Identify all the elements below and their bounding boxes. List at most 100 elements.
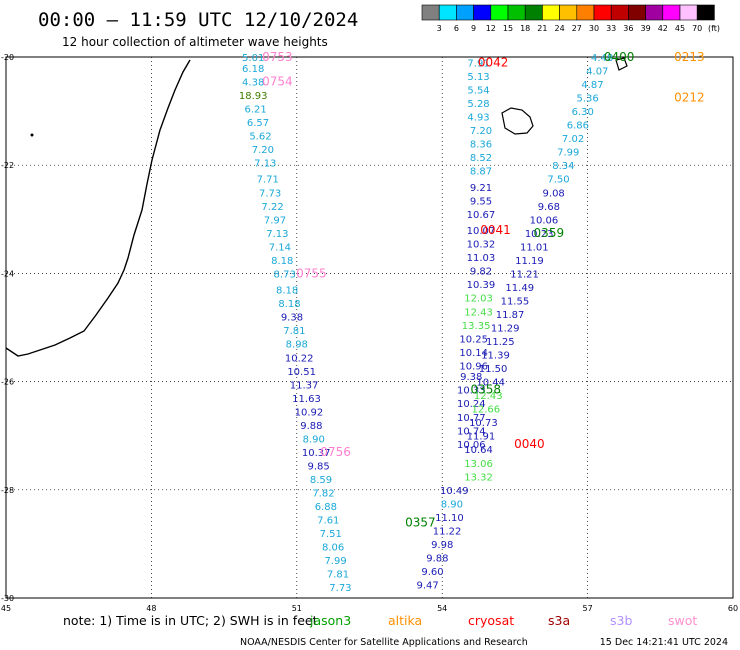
chart-title: 00:00 — 11:59 UTC 12/10/2024: [38, 9, 358, 31]
wave-height-value: 11.50: [479, 364, 508, 375]
wave-height-value: 6.86: [567, 121, 589, 132]
wave-height-value: 9.98: [431, 540, 453, 551]
x-tick-label: 60: [728, 604, 738, 613]
wave-height-value: 10.06: [530, 215, 559, 226]
pass-time-label: 0358: [471, 383, 502, 397]
pass-time-label: 0212: [674, 91, 705, 105]
wave-height-value: 6.30: [572, 107, 594, 118]
wave-height-value: 9.47: [417, 580, 439, 591]
plot-frame: [5, 56, 734, 599]
grid-lines: [6, 57, 733, 598]
wave-height-value: 10.32: [467, 240, 496, 251]
x-tick-label: 48: [146, 604, 156, 613]
wave-height-value: 6.18: [242, 64, 264, 75]
wave-height-value: 5.01: [242, 53, 264, 64]
legend-swatch: [645, 4, 664, 21]
wave-height-value: 9.88: [300, 421, 322, 432]
axis-tick-labels: 45 48 51 54 57 60 -20 -22 -24 -26 -28 -30: [1, 53, 738, 613]
wave-height-value: 10.64: [464, 445, 493, 456]
wave-height-value: 10.22: [285, 353, 314, 364]
chart-subtitle: 12 hour collection of altimeter wave hei…: [62, 35, 328, 49]
legend-swatch: [524, 4, 543, 21]
pass-time-label: 0359: [534, 226, 565, 240]
wave-height-value: 9.82: [470, 267, 492, 278]
wave-height-value: 9.38: [460, 372, 482, 383]
wave-height-value: 10.77: [457, 413, 486, 424]
wave-height-value: 7.20: [470, 126, 492, 137]
wave-height-value: 7.81: [327, 570, 349, 581]
wave-height-value: 5.13: [467, 72, 489, 83]
x-tick-label: 57: [583, 604, 593, 613]
legend-bin-label: 42: [658, 24, 668, 33]
wave-height-value: 7.13: [266, 229, 288, 240]
wave-height-value: 10.73: [469, 418, 498, 429]
wave-height-value: 7.82: [312, 489, 334, 500]
wave-height-value: 9.08: [543, 188, 565, 199]
legend-swatch: [593, 4, 612, 21]
pass-time-labels: 0753 0754 0755 0756 0042 0041 0040 0359 0400 0358…: [262, 50, 705, 529]
y-tick-label: -28: [1, 486, 14, 495]
wave-height-value: 11.87: [496, 310, 525, 321]
satellite-legend: jason3 altika cryosat s3a s3b swot: [309, 613, 697, 628]
legend-swatch: [696, 4, 715, 21]
pass-time-label: 0755: [296, 266, 327, 280]
wave-height-values: 5.016.18 4.38 18.93 6.21 6.57 5.62 7.20 7.13 7.7…: [239, 53, 613, 594]
wave-height-value: 7.13: [254, 158, 276, 169]
pass-time-label: 0040: [514, 437, 545, 451]
wave-height-value: 10.14: [459, 348, 488, 359]
wave-height-value: 11.25: [486, 337, 515, 348]
wave-height-value: 9.88: [426, 553, 448, 564]
wave-height-value: 11.19: [515, 256, 544, 267]
wave-height-value: 7.22: [261, 202, 283, 213]
wave-height-value: 10.51: [287, 367, 316, 378]
wave-height-value: 7.14: [269, 242, 291, 253]
footer-credit: NOAA/NESDIS Center for Satellite Applica…: [240, 637, 528, 648]
x-tick-label: 54: [437, 604, 447, 613]
wave-height-value: 8.06: [322, 543, 344, 554]
wave-height-value: 7.81: [283, 326, 305, 337]
wave-height-value: 6.21: [244, 104, 266, 115]
y-tick-label: -24: [1, 269, 14, 278]
legend-swatch: [473, 4, 492, 21]
y-tick-label: -22: [1, 161, 14, 170]
wave-height-value: 7.02: [562, 134, 584, 145]
wave-height-value: 8.18: [271, 256, 293, 267]
y-tick-label: -30: [1, 594, 14, 603]
wave-height-value: 7.61: [317, 516, 339, 527]
legend-swatch: [456, 4, 474, 21]
wave-height-value: 10.23: [525, 229, 554, 240]
wave-height-value: 10.37: [302, 448, 331, 459]
wave-height-value: 11.37: [290, 380, 319, 391]
satellite-label: jason3: [309, 613, 351, 628]
pass-time-label: 0756: [320, 445, 351, 459]
legend-bin-label: 30: [589, 24, 599, 33]
wave-height-value: 4.38: [242, 77, 264, 88]
legend-bin-label: 15: [503, 24, 513, 33]
legend-swatch: [421, 4, 440, 21]
mauritius-island-outline: [615, 57, 628, 71]
legend-swatch: [490, 4, 509, 21]
wave-height-value: 8.90: [303, 434, 325, 445]
legend-bin-label: 39: [641, 24, 651, 33]
wave-height-value: 11.55: [501, 296, 530, 307]
wave-height-value: 10.07: [467, 226, 496, 237]
wave-height-value: 8.87: [470, 167, 492, 178]
y-tick-label: -20: [1, 53, 14, 62]
wave-height-value: 9.21: [470, 183, 492, 194]
wave-height-value: 8.18: [278, 299, 300, 310]
legend-swatch: [662, 4, 681, 21]
pass-time-label: 0754: [262, 74, 293, 88]
wave-height-value: 9.55: [470, 196, 492, 207]
legend-bin-label: 24: [555, 24, 565, 33]
wave-height-value: 11.21: [510, 269, 539, 280]
wave-height-value: 10.33: [457, 386, 486, 397]
wave-height-value: 11.03: [467, 253, 496, 264]
wave-height-value: 4.07: [586, 67, 608, 78]
wave-height-value: 7.99: [557, 148, 579, 159]
wave-height-value: 11.22: [433, 526, 462, 537]
color-legend: 3 6 9 12 15 18 21 24 27 30 33 36 39 42 45 70: [421, 4, 715, 33]
reunion-island-outline: [501, 107, 534, 135]
pass-time-label: 0042: [478, 55, 509, 69]
pass-time-label: 0400: [604, 50, 635, 64]
